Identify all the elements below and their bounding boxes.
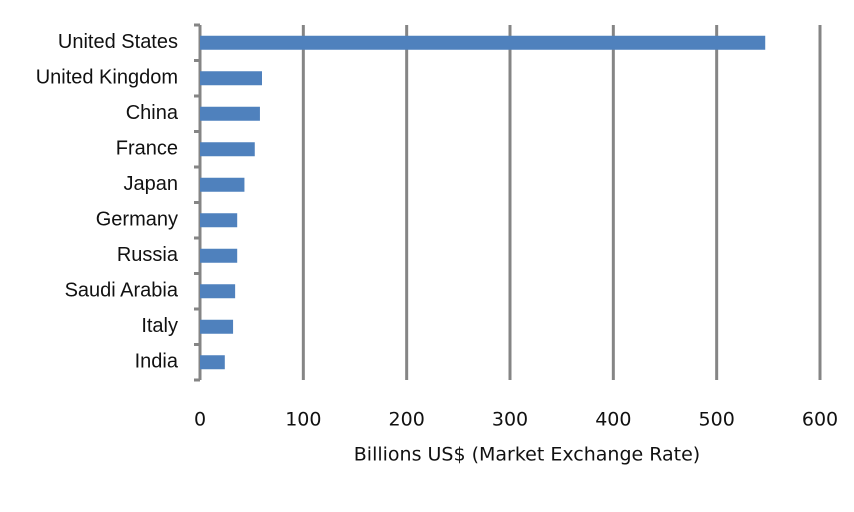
bar (200, 319, 234, 334)
bar (200, 35, 766, 50)
bar (200, 213, 238, 228)
x-tick-label: 100 (285, 409, 321, 431)
y-tick-label: Saudi Arabia (65, 280, 179, 302)
x-tick-label: 200 (389, 409, 425, 431)
y-tick-label: United Kingdom (36, 67, 178, 89)
bar (200, 71, 262, 86)
bar (200, 355, 225, 370)
y-tick-label: India (135, 351, 179, 373)
x-axis-title: Billions US$ (Market Exchange Rate) (354, 444, 700, 466)
x-tick-label: 500 (699, 409, 735, 431)
y-tick-label: Russia (117, 244, 179, 266)
y-tick-label: Italy (141, 315, 178, 337)
bar (200, 248, 238, 263)
y-tick-label: Japan (124, 173, 179, 195)
x-tick-label: 300 (492, 409, 528, 431)
bar (200, 106, 260, 121)
y-tick-label: Germany (96, 209, 178, 231)
bar (200, 142, 255, 157)
x-tick-label: 400 (595, 409, 631, 431)
bar (200, 284, 236, 299)
x-tick-label: 600 (802, 409, 838, 431)
y-tick-label: France (116, 138, 178, 160)
y-tick-label: China (126, 102, 179, 124)
x-tick-label: 0 (194, 409, 206, 431)
bar (200, 177, 245, 192)
y-tick-label: United States (58, 31, 178, 53)
